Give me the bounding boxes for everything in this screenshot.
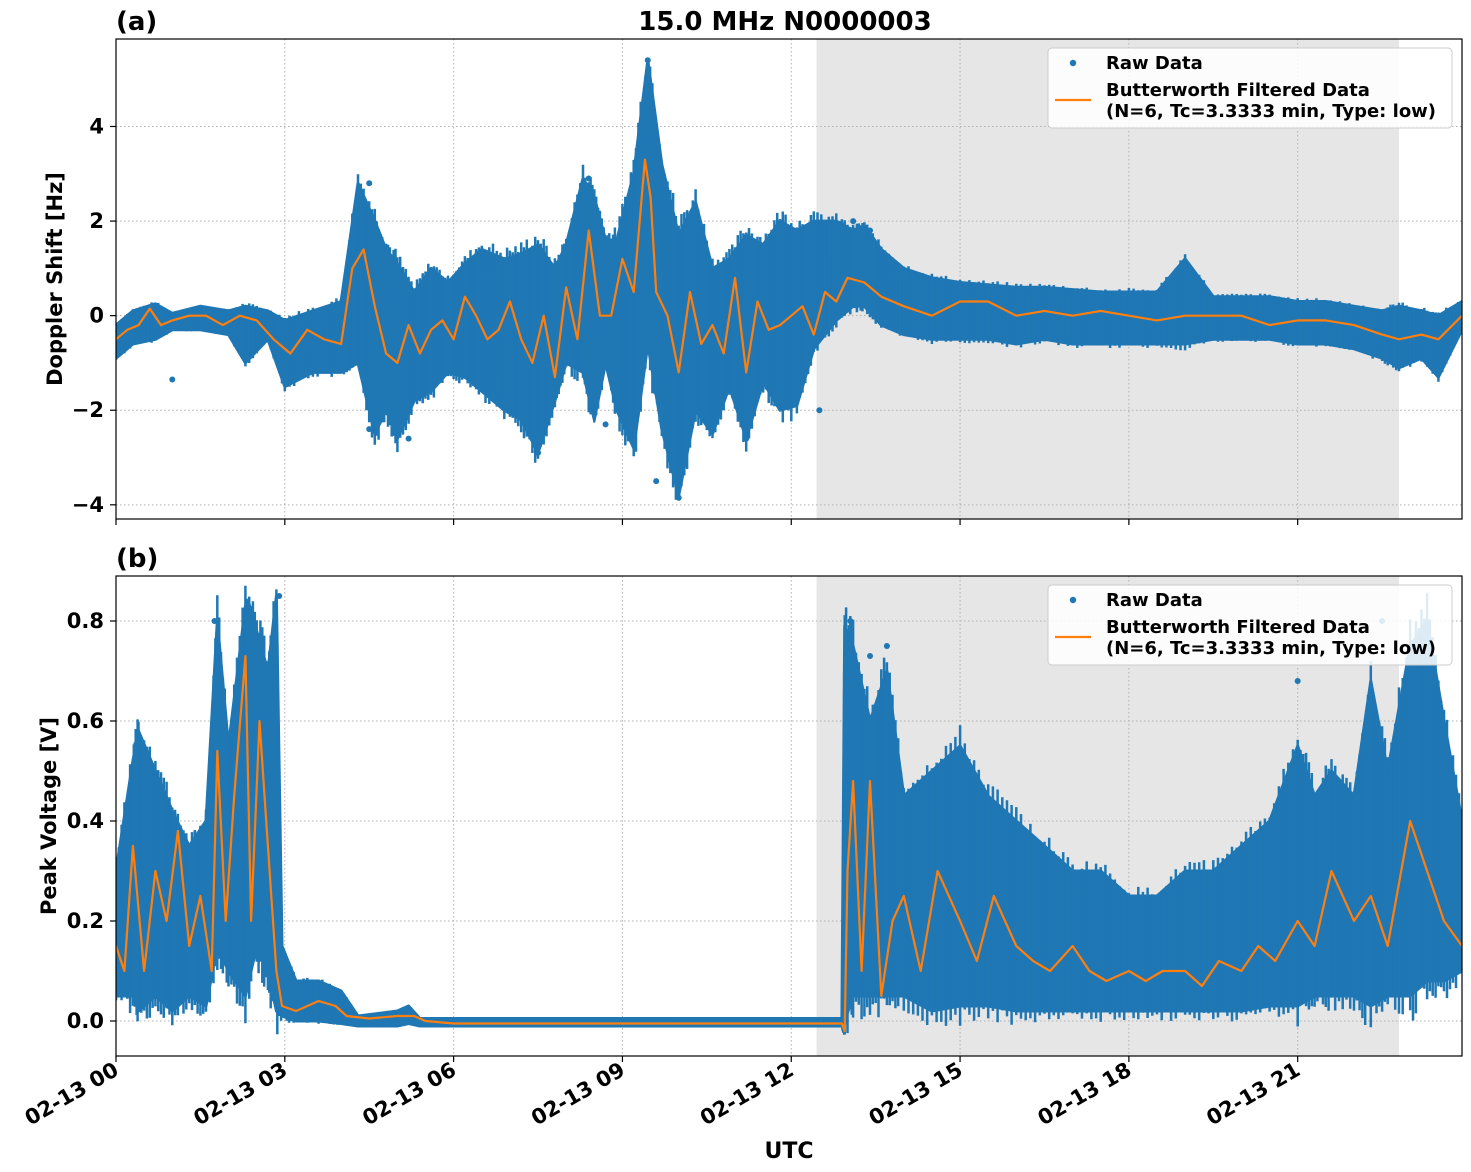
- x-tick-label-0: 02-13 00: [21, 1058, 123, 1131]
- raw-data-point-a-0: [169, 376, 176, 383]
- raw-data-point-a-14: [816, 407, 823, 414]
- plot-frame-a: [115, 38, 1463, 520]
- y-tick-label-a-1: −2: [72, 398, 104, 422]
- raw-data-point-a-3: [535, 449, 542, 456]
- legend-raw-label-b: Raw Data: [1106, 590, 1203, 611]
- raw-data-point-a-1: [366, 426, 373, 433]
- raw-data-point-a-5: [675, 494, 682, 501]
- x-tick-label-4: 02-13 12: [696, 1058, 798, 1131]
- raw-data-point-b-2: [276, 593, 283, 599]
- legend-raw-label-a: Raw Data: [1106, 53, 1203, 74]
- y-tick-label-b-4: 0.8: [67, 609, 104, 633]
- x-tick-label-7: 02-13 21: [1202, 1058, 1304, 1131]
- panel-a: (a) −4 −2 0 2 4 Doppler Shift [Hz] Raw Data But…: [43, 7, 1463, 525]
- legend-filtered-params-b: (N=6, Tc=3.3333 min, Type: low): [1106, 638, 1436, 659]
- legend-filtered-params-a: (N=6, Tc=3.3333 min, Type: low): [1106, 101, 1436, 122]
- raw-data-point-a-11: [867, 227, 874, 234]
- x-tick-label-5: 02-13 15: [865, 1058, 967, 1131]
- legend-raw-marker-b: [1069, 596, 1077, 604]
- legend-b: Raw Data Butterworth Filtered Data(N=6, T…: [1047, 584, 1453, 666]
- x-tick-label-6: 02-13 18: [1034, 1058, 1136, 1131]
- raw-data-point-b-4: [867, 653, 874, 659]
- legend-filtered-label-b: Butterworth Filtered Data: [1106, 617, 1370, 638]
- legend-filtered-label-a: Butterworth Filtered Data: [1106, 80, 1370, 101]
- y-axis-label-b: Peak Voltage [V]: [37, 717, 61, 915]
- raw-data-point-a-8: [366, 180, 373, 187]
- x-tick-label-3: 02-13 09: [527, 1058, 629, 1131]
- x-axis-label: UTC: [764, 1139, 813, 1164]
- y-tick-label-b-3: 0.6: [67, 709, 104, 733]
- y-tick-label-b-0: 0.0: [67, 1009, 104, 1033]
- y-tick-label-a-3: 2: [89, 209, 104, 233]
- raw-data-point-b-1: [245, 603, 252, 609]
- figure-title: 15.0 MHz N0000003: [638, 7, 931, 37]
- x-tick-label-2: 02-13 06: [358, 1058, 460, 1131]
- panel-a-label: (a): [116, 7, 157, 37]
- raw-data-point-b-8: [1294, 678, 1301, 684]
- y-tick-label-b-1: 0.2: [67, 909, 104, 933]
- raw-data-point-a-6: [602, 421, 609, 428]
- raw-data-point-a-4: [653, 478, 660, 485]
- panel-b: (b) 0.0 0.2 0.4 0.6 0.8 02-13 00 02-13 03 02-13…: [21, 544, 1463, 1131]
- raw-data-point-a-9: [585, 175, 592, 182]
- raw-data-point-a-12: [1182, 260, 1189, 267]
- legend-a: Raw Data Butterworth Filtered Data(N=6, T…: [1047, 47, 1453, 129]
- filtered-line-a: [116, 158, 1462, 379]
- raw-data-point-a-2: [405, 435, 412, 442]
- raw-data-point-a-7: [644, 57, 651, 64]
- y-axis-label-a: Doppler Shift [Hz]: [43, 172, 67, 386]
- raw-data-point-a-13: [743, 435, 750, 442]
- x-tick-label-1: 02-13 03: [190, 1058, 292, 1131]
- panel-b-label: (b): [116, 544, 158, 574]
- y-tick-label-b-2: 0.4: [67, 809, 104, 833]
- raw-data-point-b-0: [211, 618, 218, 624]
- y-tick-label-a-0: −4: [72, 493, 104, 517]
- y-tick-label-a-4: 4: [89, 114, 104, 138]
- raw-data-point-b-3: [847, 618, 854, 624]
- raw-data-point-a-10: [850, 218, 857, 225]
- raw-data-point-b-5: [883, 643, 890, 649]
- filtered-line-b: [116, 654, 1462, 1033]
- plot-frame-b: [115, 575, 1463, 1057]
- y-tick-label-a-2: 0: [89, 304, 104, 328]
- legend-raw-marker-a: [1069, 59, 1077, 67]
